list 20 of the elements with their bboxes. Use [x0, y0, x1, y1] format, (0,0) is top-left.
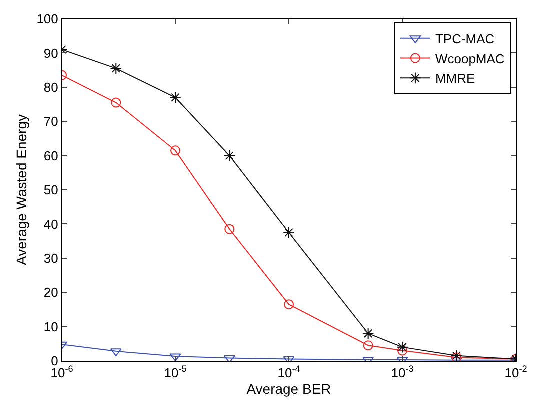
- legend-label: WcoopMAC: [435, 51, 505, 66]
- y-tick-label: 80: [44, 80, 58, 95]
- y-tick-label: 30: [44, 250, 58, 266]
- y-axis-title: Average Wasted Energy: [13, 114, 30, 266]
- y-tick-label: 60: [44, 148, 58, 164]
- x-tick-label: 10$^{-2}$: [504, 364, 528, 381]
- y-tick-label: 100: [36, 12, 58, 27]
- y-tick-label: 70: [44, 114, 58, 130]
- x-axis-title: Average BER: [246, 380, 332, 397]
- y-tick-label: 0: [51, 354, 58, 369]
- x-tick-label: 10$^{-3}$: [391, 364, 414, 381]
- x-tick-label: 10$^{-4}$: [278, 364, 300, 381]
- y-tick-label: 10: [44, 319, 58, 334]
- legend-label: TPC-MAC: [435, 31, 495, 46]
- y-tick-label: 50: [44, 182, 58, 198]
- x-tick-label: 10$^{-5}$: [164, 364, 187, 381]
- y-tick-label: 90: [44, 46, 58, 61]
- legend-label: MMRE: [435, 71, 476, 86]
- y-tick-label: 20: [44, 285, 58, 300]
- y-tick-label: 40: [44, 216, 58, 232]
